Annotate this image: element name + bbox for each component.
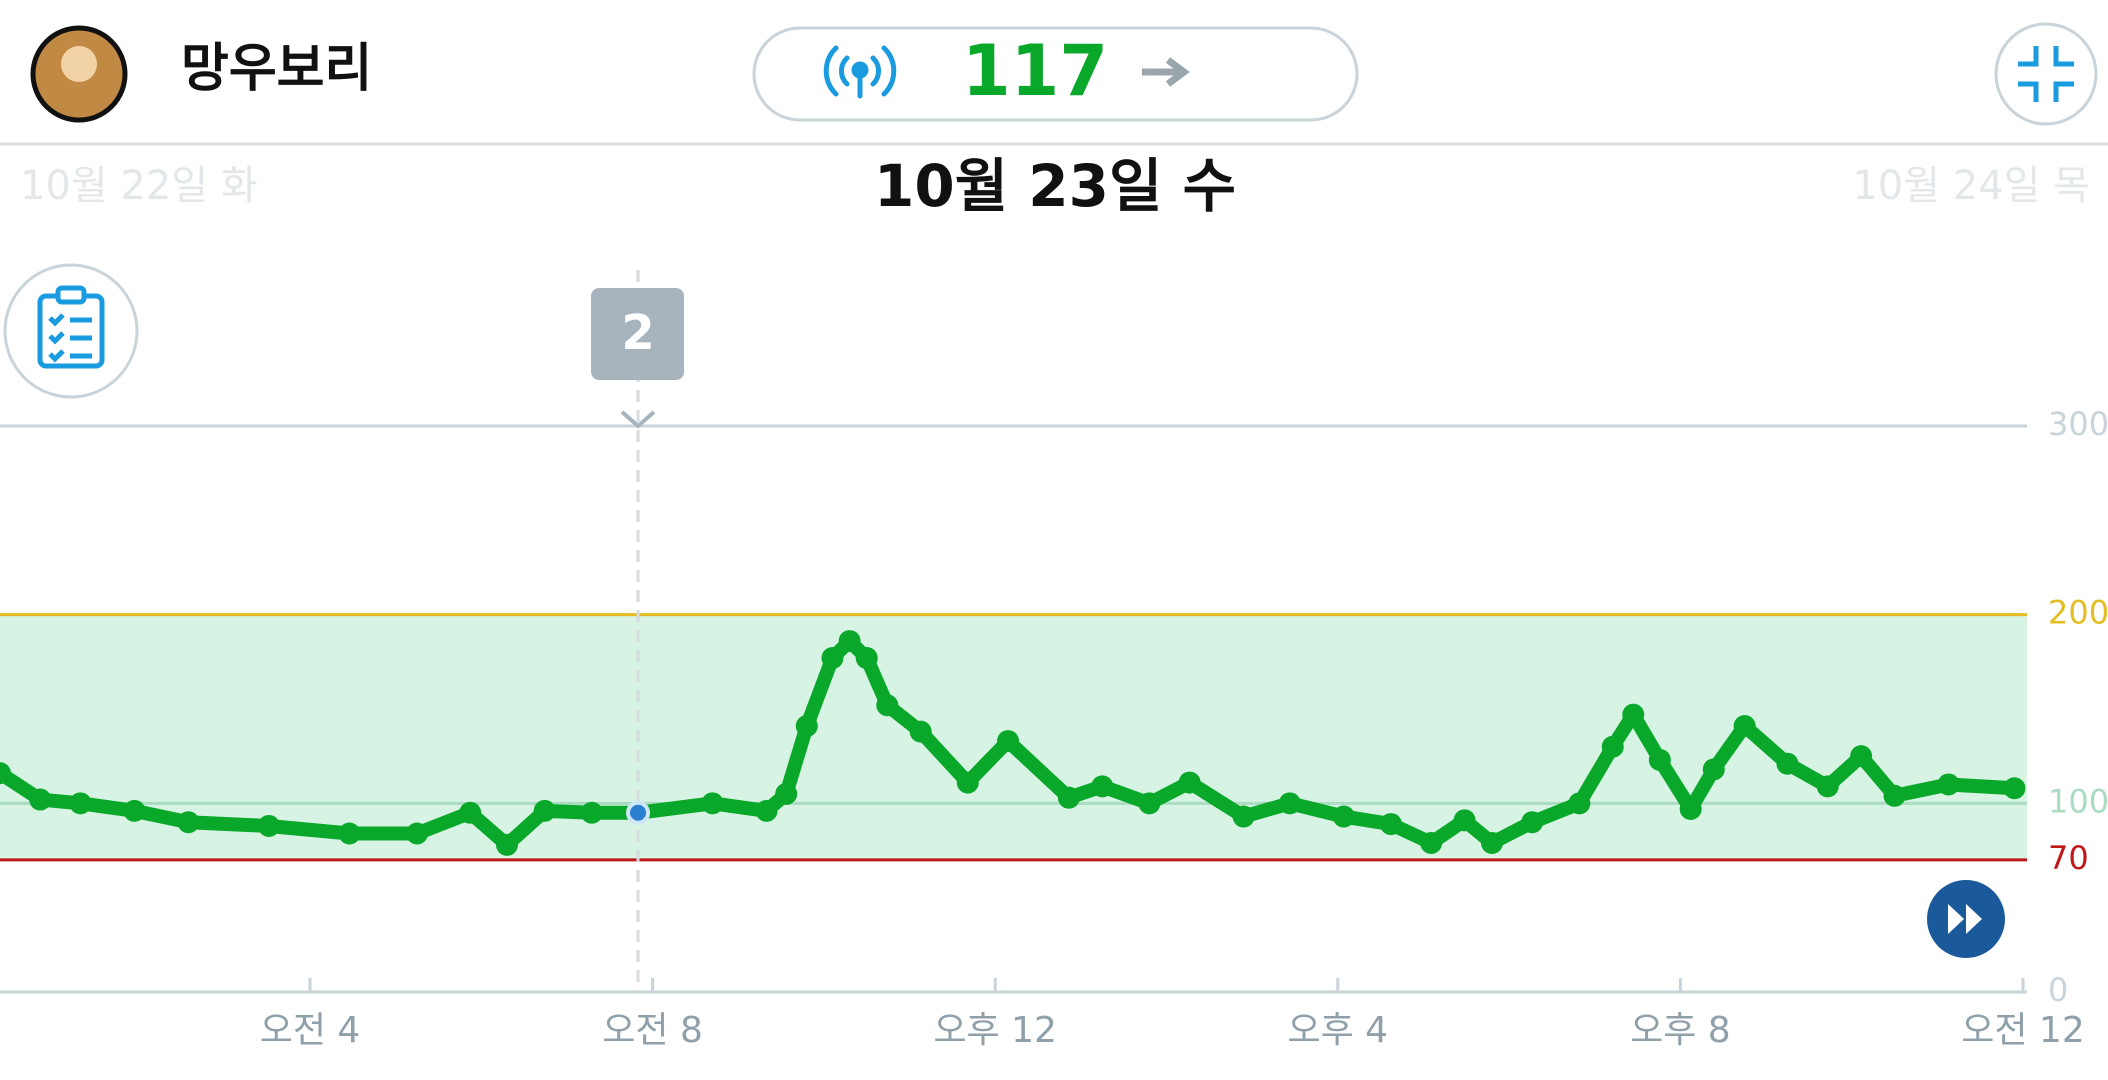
- glucose-reading: [1568, 792, 1591, 815]
- glucose-reading: [1332, 805, 1355, 828]
- collapse-icon: [2018, 46, 2074, 102]
- glucose-reading: [775, 782, 798, 805]
- event-box: [591, 288, 685, 380]
- y-tick-label: 0: [2048, 971, 2068, 1009]
- x-tick-label: 오전 8: [602, 1010, 703, 1051]
- glucose-reading: [755, 799, 778, 822]
- glucose-reading: [1453, 809, 1476, 832]
- selected-reading: [626, 800, 651, 825]
- glucose-reading: [1278, 792, 1301, 815]
- glucose-reading: [533, 799, 556, 822]
- previous-date[interactable]: 10월 22일 화: [20, 163, 258, 209]
- glucose-reading: [956, 771, 979, 794]
- glucose-reading: [338, 822, 361, 845]
- glucose-reading: [495, 833, 518, 856]
- glucose-reading: [1816, 775, 1839, 798]
- glucose-reading: [1138, 792, 1161, 815]
- signal-icon: [823, 45, 897, 99]
- glucose-reading: [1702, 758, 1725, 781]
- y-tick-label: 300: [2048, 405, 2108, 443]
- trend-arrow: [1142, 57, 1190, 87]
- next-date[interactable]: 10월 24일 목: [1852, 163, 2090, 209]
- glucose-reading: [1648, 748, 1671, 771]
- glucose-reading: [29, 788, 52, 811]
- glucose-reading: [2003, 777, 2026, 800]
- glucose-reading: [1232, 805, 1255, 828]
- event-arrow: [620, 410, 656, 429]
- glucose-reading: [257, 814, 280, 837]
- glucose-reading: [1883, 784, 1906, 807]
- glucose-reading: [1937, 773, 1960, 796]
- glucose-reading: [909, 720, 932, 743]
- glucose-value: 117: [962, 30, 1108, 112]
- y-tick-label: 100: [2048, 782, 2108, 820]
- glucose-reading: [1480, 831, 1503, 854]
- glucose-reading: [1521, 811, 1544, 834]
- glucose-reading: [855, 647, 878, 670]
- glucose-reading: [1091, 775, 1114, 798]
- glucose-chart: 0 70 100 200 300 오전 4 오전 8 오후 12 오후 4 오후 8 오전 12 2: [0, 270, 2108, 1051]
- glucose-pill[interactable]: [752, 26, 1359, 122]
- glucose-reading: [177, 811, 200, 834]
- glucose-reading: [1622, 703, 1645, 726]
- glucose-reading: [1420, 831, 1443, 854]
- avatar-face: [61, 46, 97, 82]
- glucose-reading: [1733, 714, 1756, 737]
- event-label: 2: [621, 305, 654, 361]
- glucose-reading: [876, 694, 899, 717]
- glucose-reading: [123, 799, 146, 822]
- glucose-reading: [406, 822, 429, 845]
- glucose-reading: [459, 801, 482, 824]
- glucose-reading: [1776, 752, 1799, 775]
- glucose-reading: [1057, 786, 1080, 809]
- clipboard-icon: [37, 285, 105, 369]
- glucose-reading: [0, 762, 11, 785]
- glucose-reading: [1178, 771, 1201, 794]
- glucose-reading: [580, 801, 603, 824]
- x-tick-label: 오전 12: [1961, 1010, 2085, 1051]
- glucose-reading: [1679, 797, 1702, 820]
- glucose-reading: [997, 730, 1020, 753]
- glucose-reading: [1850, 745, 1873, 768]
- x-tick-label: 오전 4: [260, 1010, 361, 1051]
- current-date: 10월 23일 수: [874, 152, 1236, 220]
- user-name: 망우보리: [181, 39, 372, 99]
- glucose-reading: [701, 792, 724, 815]
- glucose-reading: [1601, 735, 1624, 758]
- x-tick-label: 오후 4: [1288, 1010, 1389, 1051]
- glucose-reading: [69, 792, 92, 815]
- y-tick-label: 200: [2048, 594, 2108, 632]
- log-button[interactable]: [3, 263, 139, 399]
- collapse-button[interactable]: [1994, 22, 2098, 126]
- glucose-reading: [1379, 813, 1402, 836]
- glucose-reading: [838, 630, 861, 653]
- glucose-reading: [795, 714, 818, 737]
- data-area: [0, 630, 2026, 856]
- x-tick-label: 오후 12: [933, 1010, 1057, 1051]
- glucose-reading: [821, 647, 844, 670]
- x-tick-label: 오후 8: [1630, 1010, 1731, 1051]
- fast-forward-icon: [1948, 904, 1982, 934]
- y-tick-label: 70: [2048, 839, 2089, 877]
